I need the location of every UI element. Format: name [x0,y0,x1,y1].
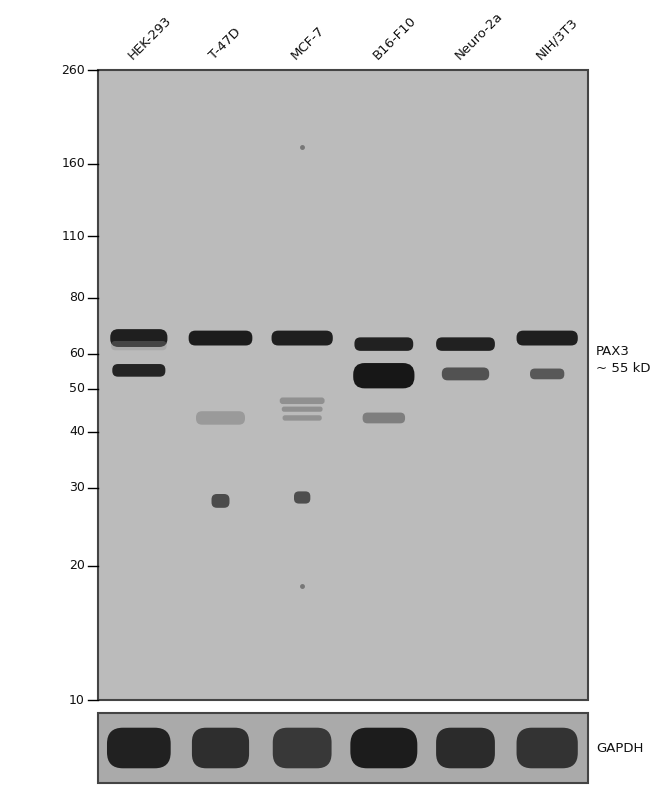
Text: 260: 260 [61,64,85,76]
FancyBboxPatch shape [363,413,405,424]
FancyBboxPatch shape [350,727,417,768]
Text: T-47D: T-47D [207,25,244,62]
FancyBboxPatch shape [353,363,415,389]
FancyBboxPatch shape [272,331,333,346]
Bar [98,713,588,783]
Text: B16-F10: B16-F10 [370,14,419,62]
Text: 160: 160 [61,157,85,170]
FancyBboxPatch shape [442,367,489,380]
Text: MCF-7: MCF-7 [289,24,328,62]
Text: 30: 30 [69,481,85,494]
Text: 20: 20 [69,560,85,572]
FancyBboxPatch shape [517,331,578,346]
FancyBboxPatch shape [354,337,413,351]
FancyBboxPatch shape [111,341,166,351]
Text: 110: 110 [61,230,85,242]
FancyBboxPatch shape [107,727,171,768]
FancyBboxPatch shape [211,494,229,508]
FancyBboxPatch shape [281,406,322,412]
Text: 50: 50 [69,382,85,395]
FancyBboxPatch shape [112,364,165,377]
FancyBboxPatch shape [517,727,578,768]
Bar [98,70,588,700]
FancyBboxPatch shape [283,415,322,421]
FancyBboxPatch shape [530,369,564,379]
Text: 40: 40 [69,425,85,438]
FancyBboxPatch shape [192,727,249,768]
FancyBboxPatch shape [273,727,332,768]
Text: 80: 80 [69,292,85,304]
FancyBboxPatch shape [196,411,245,425]
FancyBboxPatch shape [436,727,495,768]
Text: HEK-293: HEK-293 [125,14,174,62]
Text: 60: 60 [69,347,85,360]
FancyBboxPatch shape [280,398,324,404]
Text: PAX3
~ 55 kDa: PAX3 ~ 55 kDa [596,345,650,375]
Text: Neuro-2a: Neuro-2a [452,10,505,62]
Text: NIH/3T3: NIH/3T3 [534,15,580,62]
Text: GAPDH: GAPDH [596,742,644,754]
FancyBboxPatch shape [436,337,495,351]
FancyBboxPatch shape [111,329,168,347]
FancyBboxPatch shape [188,331,252,346]
Text: 10: 10 [69,693,85,707]
FancyBboxPatch shape [294,491,310,503]
